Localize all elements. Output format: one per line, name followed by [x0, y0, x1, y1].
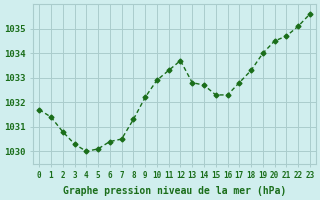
X-axis label: Graphe pression niveau de la mer (hPa): Graphe pression niveau de la mer (hPa) — [63, 186, 286, 196]
